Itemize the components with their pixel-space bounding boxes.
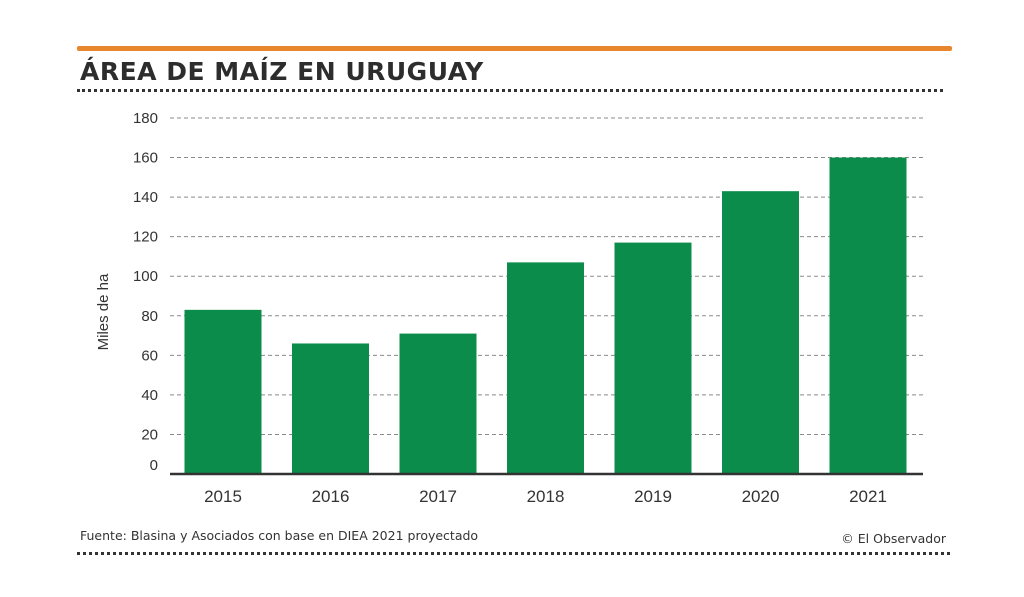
footer-divider [77,552,950,555]
y-tick-label: 140 [133,189,158,206]
y-tick-label: 60 [141,347,158,364]
x-tick-label: 2021 [849,487,887,506]
title-divider [77,89,943,92]
y-tick-label: 180 [133,110,158,127]
x-tick-label: 2020 [742,487,780,506]
y-axis-label: Miles de ha [95,273,112,350]
publisher-credit: © El Observador [841,531,946,546]
bar-2015 [184,309,262,474]
y-tick-label: 20 [141,426,158,443]
bar-2021 [829,157,907,475]
bars [184,157,907,475]
x-axis-ticks: 2015 2016 2017 2018 2019 2020 2021 [204,487,887,506]
x-tick-label: 2018 [527,487,565,506]
bar-2019 [614,242,692,474]
y-axis-ticks: 0 20 40 60 80 100 120 140 160 180 [133,110,158,474]
y-tick-label: 120 [133,229,158,246]
bar-2020 [722,191,799,474]
y-tick-label: 40 [141,387,158,404]
y-tick-label: 80 [141,308,158,325]
y-tick-label: 0 [150,457,158,474]
x-tick-label: 2015 [204,487,242,506]
x-tick-label: 2017 [419,487,457,506]
chart-title: ÁREA DE MAÍZ EN URUGUAY [80,57,484,86]
bar-2018 [507,262,584,474]
x-tick-label: 2019 [634,487,672,506]
y-tick-label: 160 [133,150,158,167]
bar-2016 [292,343,369,474]
source-note: Fuente: Blasina y Asociados con base en … [80,528,479,543]
bar-2017 [399,333,477,474]
x-tick-label: 2016 [312,487,350,506]
y-tick-label: 100 [133,268,158,285]
accent-top-bar [77,46,952,51]
